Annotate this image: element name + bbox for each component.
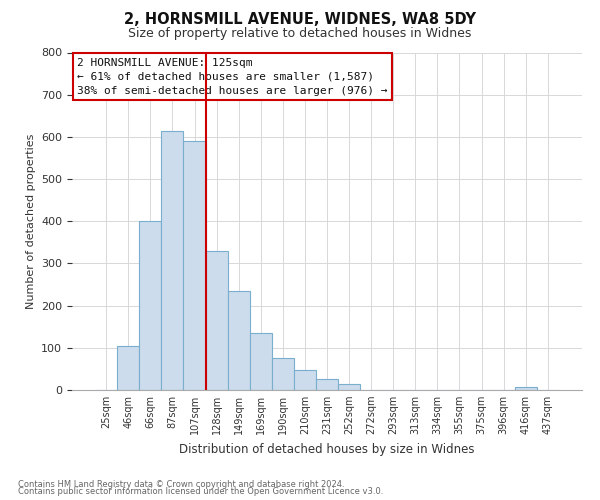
Text: Contains public sector information licensed under the Open Government Licence v3: Contains public sector information licen… xyxy=(18,487,383,496)
Bar xyxy=(227,291,250,390)
Bar xyxy=(272,358,294,390)
Bar xyxy=(139,221,161,390)
Bar xyxy=(294,370,316,390)
Text: 2 HORNSMILL AVENUE: 125sqm
← 61% of detached houses are smaller (1,587)
38% of s: 2 HORNSMILL AVENUE: 125sqm ← 61% of deta… xyxy=(77,58,388,96)
Bar xyxy=(316,380,338,390)
Text: Contains HM Land Registry data © Crown copyright and database right 2024.: Contains HM Land Registry data © Crown c… xyxy=(18,480,344,489)
Text: Size of property relative to detached houses in Widnes: Size of property relative to detached ho… xyxy=(128,28,472,40)
Y-axis label: Number of detached properties: Number of detached properties xyxy=(26,134,35,309)
Bar xyxy=(117,346,139,390)
X-axis label: Distribution of detached houses by size in Widnes: Distribution of detached houses by size … xyxy=(179,442,475,456)
Bar xyxy=(338,384,360,390)
Bar xyxy=(184,141,206,390)
Text: 2, HORNSMILL AVENUE, WIDNES, WA8 5DY: 2, HORNSMILL AVENUE, WIDNES, WA8 5DY xyxy=(124,12,476,28)
Bar xyxy=(206,251,227,390)
Bar xyxy=(515,386,537,390)
Bar xyxy=(161,130,184,390)
Bar xyxy=(250,333,272,390)
